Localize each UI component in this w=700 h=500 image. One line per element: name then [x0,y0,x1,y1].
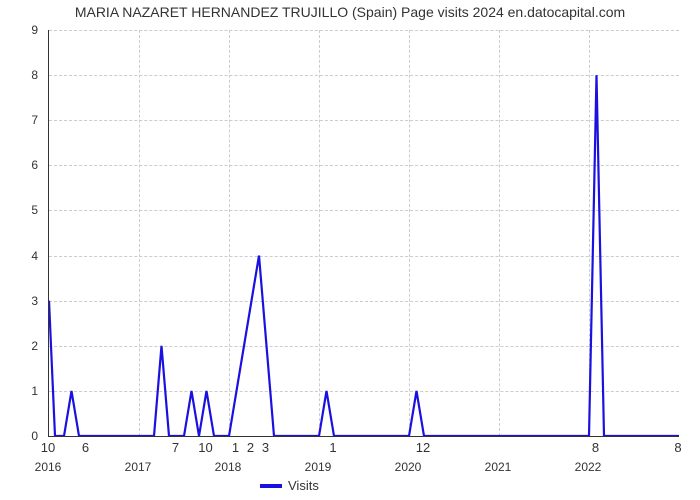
data-annotation: 1 [329,440,336,455]
data-annotation: 3 [262,440,269,455]
data-annotation: 10 [198,440,212,455]
data-annotation: 7 [172,440,179,455]
x-tick-label: 2016 [35,460,62,474]
data-annotation: 8 [592,440,599,455]
data-annotation: 1 [232,440,239,455]
chart-title: MARIA NAZARET HERNANDEZ TRUJILLO (Spain)… [0,4,700,20]
series-line [49,30,679,436]
x-tick-label: 2018 [215,460,242,474]
x-tick-label: 2019 [305,460,332,474]
data-annotation: 2 [247,440,254,455]
legend-swatch [260,484,282,488]
x-tick-label: 2022 [575,460,602,474]
data-annotation: 6 [82,440,89,455]
x-tick-label: 2020 [395,460,422,474]
legend-label: Visits [288,478,319,493]
plot-area [48,30,679,437]
data-annotation: 12 [416,440,430,455]
data-annotation: 10 [41,440,55,455]
x-tick-label: 2017 [125,460,152,474]
x-tick-label: 2021 [485,460,512,474]
legend: Visits [260,478,319,493]
data-annotation: 8 [674,440,681,455]
